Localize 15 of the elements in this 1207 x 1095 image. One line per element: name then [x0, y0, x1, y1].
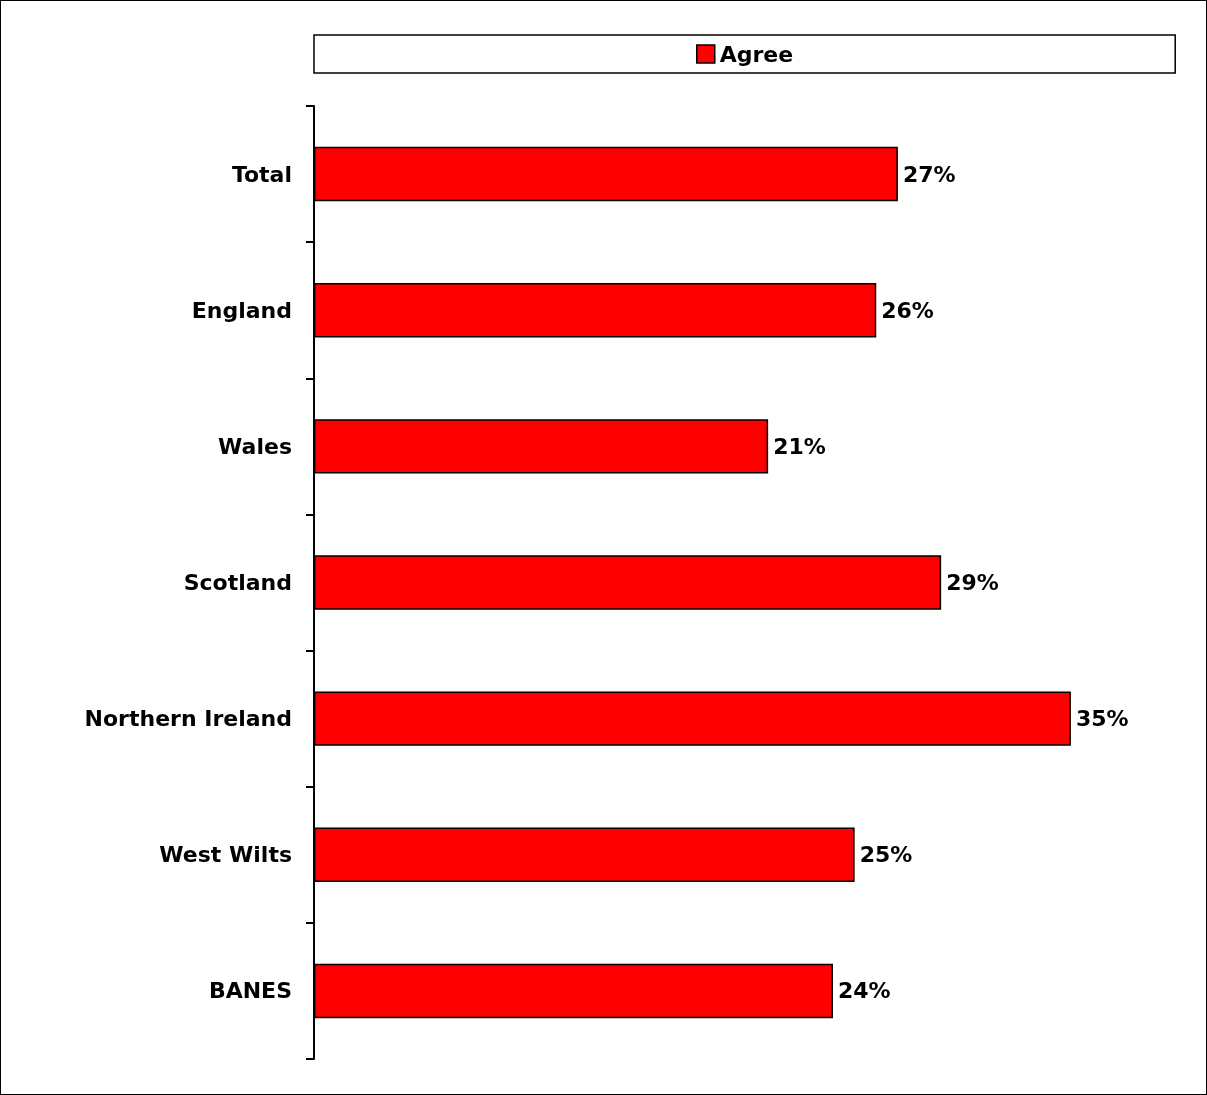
y-tick-label: BANES — [208, 978, 292, 1004]
y-tick-label: England — [191, 297, 292, 323]
y-tick-label: Scotland — [183, 570, 292, 595]
data-label: 24% — [838, 978, 891, 1004]
data-label: 21% — [773, 433, 826, 459]
legend-label: Agree — [719, 41, 794, 67]
data-label: 35% — [1075, 706, 1129, 732]
y-tick-label: Total — [231, 161, 292, 187]
y-tick-label: Wales — [218, 433, 292, 459]
data-label: 29% — [946, 570, 999, 595]
y-tick-label: Northern Ireland — [84, 706, 292, 732]
data-label: 26% — [881, 297, 934, 323]
data-label: 25% — [859, 842, 913, 868]
data-label: 27% — [902, 161, 956, 187]
y-tick-label: West Wilts — [159, 842, 292, 868]
